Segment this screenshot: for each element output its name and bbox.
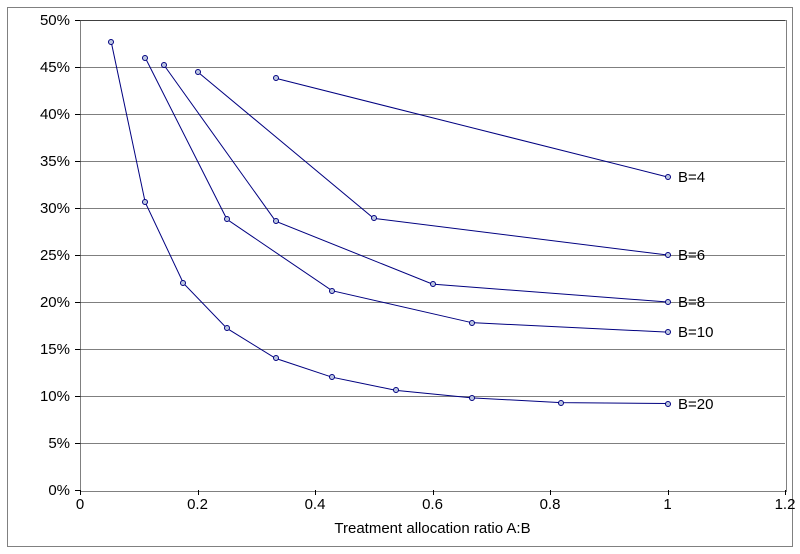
- series-b20-marker: [665, 401, 671, 407]
- series-b10-label: B=10: [678, 324, 713, 341]
- series-b10-marker: [469, 320, 475, 326]
- series-b10-marker: [665, 329, 671, 335]
- chart-container: 0%5%10%15%20%25%30%35%40%45%50%00.20.40.…: [0, 0, 800, 554]
- series-b10-marker: [329, 288, 335, 294]
- series-b10-marker: [142, 55, 148, 61]
- series-b20-marker: [108, 39, 114, 45]
- series-b4-marker: [273, 75, 279, 81]
- series-b6-label: B=6: [678, 247, 705, 264]
- series-b6-marker: [195, 69, 201, 75]
- series-b20-marker: [558, 400, 564, 406]
- line-layer: [0, 0, 800, 554]
- series-b20-line: [111, 42, 667, 404]
- series-b8-marker: [430, 281, 436, 287]
- series-b10-line: [145, 58, 667, 332]
- series-b20-label: B=20: [678, 396, 713, 413]
- series-b4-line: [276, 78, 668, 177]
- series-b4-label: B=4: [678, 169, 705, 186]
- series-b8-line: [164, 65, 667, 302]
- series-b8-label: B=8: [678, 294, 705, 311]
- series-b8-marker: [665, 299, 671, 305]
- series-b8-marker: [273, 218, 279, 224]
- series-b20-marker: [469, 395, 475, 401]
- series-b4-marker: [665, 174, 671, 180]
- series-b6-marker: [665, 252, 671, 258]
- series-b6-line: [198, 72, 668, 255]
